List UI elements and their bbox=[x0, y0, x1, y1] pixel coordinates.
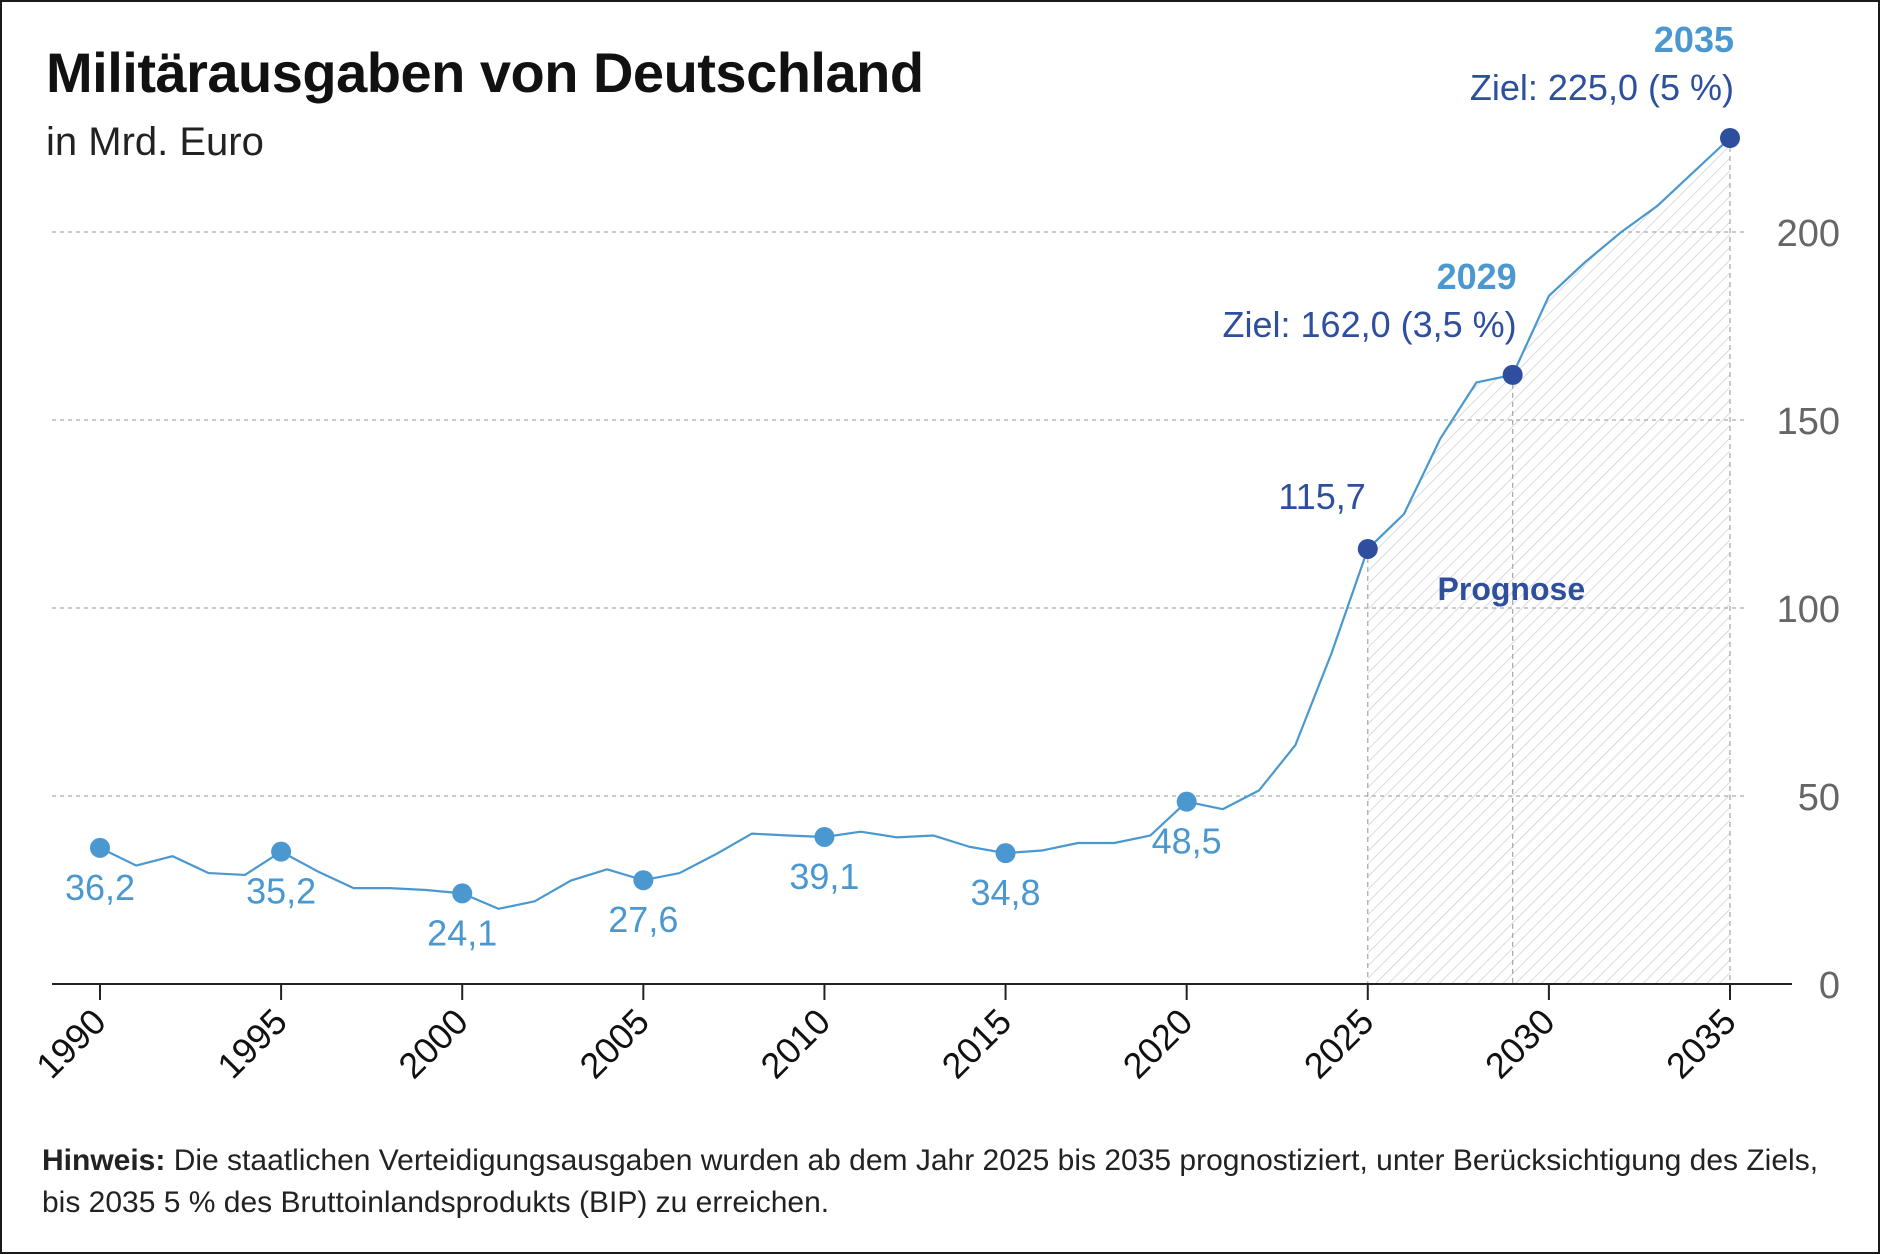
y-tick-label: 50 bbox=[1798, 777, 1840, 819]
x-tick-label: 2035 bbox=[1658, 1001, 1744, 1087]
forecast-target-label: Ziel: 225,0 (5 %) bbox=[1470, 67, 1734, 108]
forecast-area bbox=[1367, 138, 1730, 984]
data-label: 36,2 bbox=[65, 867, 135, 908]
data-label: 48,5 bbox=[1152, 821, 1222, 862]
data-point bbox=[995, 843, 1016, 864]
data-point bbox=[633, 870, 654, 891]
x-tick-label: 2015 bbox=[934, 1001, 1020, 1087]
data-point bbox=[1176, 791, 1197, 812]
footnote-text: Die staatlichen Verteidigungsausgaben wu… bbox=[42, 1144, 1819, 1219]
footnote: Hinweis: Die staatlichen Verteidigungsau… bbox=[42, 1140, 1842, 1224]
y-tick-label: 100 bbox=[1777, 589, 1840, 631]
forecast-point bbox=[1720, 128, 1740, 148]
y-tick-label: 150 bbox=[1777, 401, 1840, 443]
data-label: 39,1 bbox=[789, 856, 859, 897]
chart-subtitle: in Mrd. Euro bbox=[46, 120, 264, 164]
series-line bbox=[99, 137, 1731, 910]
x-tick-label: 2030 bbox=[1477, 1001, 1563, 1087]
data-point bbox=[814, 826, 835, 847]
x-tick-label: 1990 bbox=[28, 1001, 114, 1087]
forecast-target-label: Ziel: 162,0 (3,5 %) bbox=[1223, 304, 1517, 345]
data-point bbox=[452, 883, 473, 904]
chart-title: Militärausgaben von Deutschland bbox=[46, 41, 924, 104]
data-point bbox=[271, 841, 292, 862]
x-tick-label: 2025 bbox=[1296, 1001, 1382, 1087]
data-label: 35,2 bbox=[246, 871, 316, 912]
x-tick-label: 2020 bbox=[1115, 1001, 1201, 1087]
x-tick-label: 2000 bbox=[390, 1001, 476, 1087]
x-tick-label: 2005 bbox=[571, 1001, 657, 1087]
forecast-year-label: 2029 bbox=[1437, 256, 1517, 297]
data-point bbox=[90, 837, 110, 858]
x-tick-label: 2010 bbox=[752, 1001, 838, 1087]
data-label: 34,8 bbox=[971, 872, 1041, 913]
y-tick-label: 0 bbox=[1819, 965, 1840, 1007]
forecast-value-label: 115,7 bbox=[1278, 476, 1365, 517]
data-label: 24,1 bbox=[427, 912, 497, 953]
data-label: 27,6 bbox=[608, 899, 678, 940]
forecast-point bbox=[1357, 538, 1378, 559]
y-tick-label: 200 bbox=[1777, 213, 1840, 255]
forecast-point bbox=[1502, 364, 1523, 385]
footnote-label: Hinweis: bbox=[42, 1144, 166, 1177]
x-tick-label: 1995 bbox=[209, 1001, 295, 1087]
forecast-year-label: 2035 bbox=[1654, 19, 1734, 60]
forecast-region-label: Prognose bbox=[1438, 571, 1586, 607]
